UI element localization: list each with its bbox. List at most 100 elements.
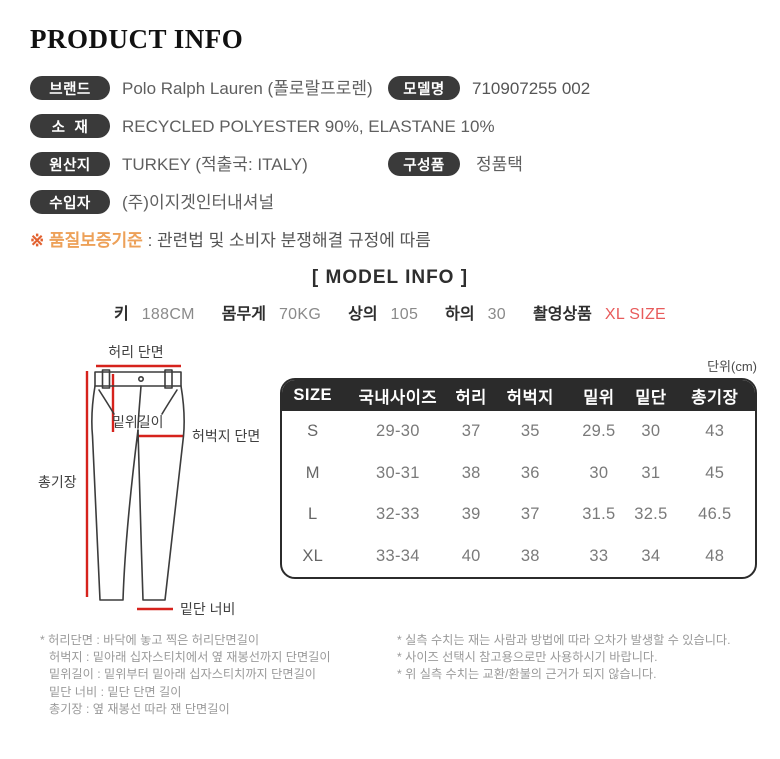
cell: 31.5: [582, 505, 616, 524]
page-title: PRODUCT INFO: [30, 24, 244, 54]
model-info-row: 키 188CM 몸무게 70KG 상의 105 하의 30 촬영상품 XL SI…: [0, 300, 780, 324]
rise-measure-label: 밑위길이: [112, 414, 164, 430]
cell: 32.5: [634, 505, 668, 524]
warranty-text: 관련법 및 소비자 분쟁해결 규정에 따름: [157, 231, 431, 250]
cell: 46.5: [698, 505, 732, 524]
model-info-label: 키: [113, 306, 129, 323]
table-row-m: M 30-31 38 36 30 31 45: [282, 453, 755, 495]
fly-seam: [137, 385, 142, 429]
model-info-item: 상의 105: [348, 300, 418, 324]
importer-value: (주)이지겟인터내셔널: [122, 193, 275, 212]
cell: 31: [641, 463, 661, 482]
cell: 30-31: [376, 463, 420, 482]
cell: 38: [461, 463, 481, 482]
waistband: [94, 371, 182, 387]
cell: 37: [520, 505, 540, 524]
model-info-value: 30: [487, 306, 507, 323]
right-pocket-seam: [161, 389, 178, 415]
table-row-s: S 29-30 37 35 29.5 30 43: [282, 411, 755, 453]
model-info-label: 몸무게: [221, 306, 266, 323]
left-pocket-seam: [98, 389, 115, 415]
model-info-label: 촬영상품: [533, 306, 592, 323]
components-value: 정품택: [476, 155, 523, 174]
pants-drawing: [85, 364, 185, 611]
cell: L: [308, 505, 318, 524]
note-line: 총기장 : 옆 재봉선 따라 잰 단면길이: [49, 701, 230, 716]
note-line: * 위 실측 수치는 교환/환불의 근거가 되지 않습니다.: [397, 667, 657, 682]
thigh-measure-label: 허벅지 단면: [192, 428, 261, 444]
origin-label-pill: 원산지: [30, 152, 110, 176]
warranty-mark: ※: [30, 231, 45, 250]
disclaimer-notes: * 실측 수치는 재는 사람과 방법에 따라 오차가 발생할 수 있습니다. *…: [397, 632, 731, 684]
col-header-rise: 밑위: [570, 380, 628, 411]
col-header-waist: 허리: [452, 380, 491, 411]
waist-button: [138, 375, 145, 382]
cell: 37: [461, 422, 481, 441]
cell: 45: [705, 463, 725, 482]
brand-label-pill: 브랜드: [30, 76, 110, 100]
note-line: * 실측 수치는 재는 사람과 방법에 따라 오차가 발생할 수 있습니다.: [397, 633, 731, 647]
cell: 33-34: [376, 546, 420, 565]
note-line: * 사이즈 선택시 참고용으로만 사용하시기 바랍니다.: [397, 650, 658, 665]
brand-value: Polo Ralph Lauren (폴로랄프로렌): [122, 79, 373, 98]
measurement-notes: * 허리단면 : 바닥에 놓고 찍은 허리단면길이 허벅지 : 밑아래 십자스티…: [40, 632, 331, 718]
note-line: 밑위길이 : 밑위부터 밑아래 십자스티치까지 단면길이: [49, 667, 316, 682]
cell: M: [305, 463, 320, 482]
model-info-highlight-value: XL SIZE: [604, 306, 666, 323]
cell: 38: [520, 546, 540, 565]
size-table: SIZE 국내사이즈 허리 허벅지 밑위 밑단 총기장 S 29-30 37 3…: [280, 378, 757, 579]
cell: XL: [302, 546, 324, 565]
model-info-item: 키 188CM: [114, 300, 195, 324]
left-leg-outline: [91, 385, 139, 601]
hem-measure-label: 밑단 너비: [180, 601, 236, 617]
table-row-l: L 32-33 39 37 31.5 32.5 46.5: [282, 494, 755, 536]
model-info-value: 105: [390, 306, 419, 323]
cell: 32-33: [376, 505, 420, 524]
col-header-thigh: 허벅지: [490, 380, 571, 411]
right-leg-outline: [137, 385, 185, 601]
model-info-value: 188CM: [141, 306, 195, 323]
model-info-item: 몸무게 70KG: [222, 300, 321, 324]
material-label-pill: 소 재: [30, 114, 110, 138]
table-row-xl: XL 33-34 40 38 33 34 48: [282, 536, 755, 578]
cell: 36: [520, 463, 540, 482]
col-header-length: 총기장: [674, 380, 755, 411]
cell: 30: [589, 463, 609, 482]
note-line: 밑단 너비 : 밑단 단면 길이: [49, 684, 182, 699]
cell: 35: [520, 422, 540, 441]
model-name-value: 710907255 002: [472, 79, 591, 98]
size-table-header-row: SIZE 국내사이즈 허리 허벅지 밑위 밑단 총기장: [282, 380, 755, 411]
model-name-label-pill: 모델명: [388, 76, 460, 100]
note-line: * 허리단면 : 바닥에 놓고 찍은 허리단면길이: [40, 633, 260, 647]
cell: S: [307, 422, 319, 441]
model-info-title: [ MODEL INFO ]: [311, 267, 469, 288]
length-measure-label: 총기장: [38, 474, 77, 490]
cell: 48: [705, 546, 725, 565]
cell: 29-30: [376, 422, 420, 441]
model-info-item: 촬영상품 XL SIZE: [533, 300, 666, 324]
cell: 30: [641, 422, 661, 441]
unit-label: 단위(cm): [707, 359, 757, 374]
col-header-hem: 밑단: [627, 380, 675, 411]
col-header-domestic-size: 국내사이즈: [343, 380, 453, 411]
cell: 43: [705, 422, 725, 441]
model-info-label: 상의: [348, 306, 378, 323]
cell: 40: [461, 546, 481, 565]
model-info-label: 하의: [445, 306, 475, 323]
cell: 29.5: [582, 422, 616, 441]
warranty-line: ※ 품질보증기준 : 관련법 및 소비자 분쟁해결 규정에 따름: [30, 226, 431, 251]
cell: 34: [641, 546, 661, 565]
warranty-label: 품질보증기준: [48, 231, 143, 250]
components-label-pill: 구성품: [388, 152, 460, 176]
waist-measure-label: 허리 단면: [108, 344, 164, 360]
material-value: RECYCLED POLYESTER 90%, ELASTANE 10%: [122, 117, 495, 136]
belt-loop: [101, 369, 111, 389]
model-info-value: 70KG: [278, 306, 322, 323]
importer-label-pill: 수입자: [30, 190, 110, 214]
col-header-size: SIZE: [282, 380, 344, 411]
belt-loop: [164, 369, 173, 389]
warranty-separator: :: [147, 231, 158, 250]
cell: 39: [461, 505, 481, 524]
model-info-item: 하의 30: [445, 300, 506, 324]
